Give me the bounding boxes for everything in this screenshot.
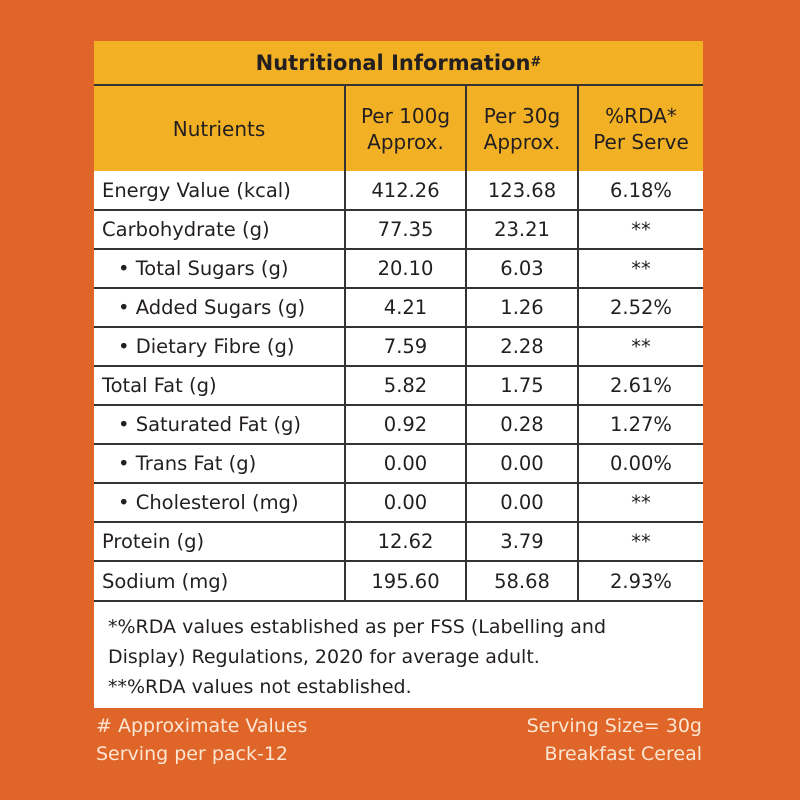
column-header-line: Approx.	[367, 129, 444, 154]
footnote-not-established: **%RDA values not established.	[108, 676, 412, 698]
nutrient-name: • Saturated Fat (g)	[94, 404, 345, 444]
rda-value: **	[577, 521, 703, 561]
per-100g-value: 0.00	[344, 443, 466, 483]
table-row: Total Fat (g) 5.82 1.75 2.61%	[94, 365, 703, 405]
column-header: Nutrients	[94, 86, 345, 171]
rda-value: **	[577, 482, 703, 522]
nutrient-name: • Added Sugars (g)	[94, 287, 345, 327]
rda-value: 2.52%	[577, 287, 703, 327]
per-30g-value: 6.03	[465, 248, 578, 288]
table-row: • Dietary Fibre (g) 7.59 2.28 **	[94, 326, 703, 366]
column-header-line: Per 30g	[483, 103, 561, 128]
per-30g-value: 23.21	[465, 209, 578, 249]
nutrition-table-card: Nutritional Information # Nutrients Per 10…	[94, 41, 703, 708]
column-header-line: %RDA*	[605, 103, 677, 128]
nutrition-table: Nutrients Per 100g Approx. Per 30g Approx. %R…	[94, 86, 703, 600]
nutrient-name: Energy Value (kcal)	[102, 178, 291, 202]
rda-value: **	[577, 209, 703, 249]
nutrient-name: Carbohydrate (g)	[94, 209, 345, 249]
rda-value: **	[577, 326, 703, 366]
nutrient-name: • Total Sugars (g)	[94, 248, 345, 288]
per-30g-value: 1.75	[465, 365, 578, 405]
per-100g-value: 4.21	[344, 287, 466, 327]
rda-value: 1.27%	[577, 404, 703, 444]
per-100g-value: 20.10	[344, 248, 466, 288]
per-100g-value: 195.60	[344, 560, 466, 600]
column-header: Per 30g Approx.	[465, 86, 578, 171]
nutrient-name: • Cholesterol (mg)	[94, 482, 345, 522]
table-row: Protein (g) 12.62 3.79 **	[94, 521, 703, 561]
nutrient-name: • Trans Fat (g)	[94, 443, 345, 483]
rda-value: 2.93%	[577, 560, 703, 600]
per-100g-value: 7.59	[344, 326, 466, 366]
per-30g-value: 123.68	[465, 171, 578, 210]
rda-value: 6.18%	[577, 171, 703, 210]
column-header: Per 100g Approx.	[344, 86, 466, 171]
nutrient-name: Sodium (mg)	[94, 560, 345, 600]
column-header-line: Per Serve	[593, 129, 689, 154]
per-100g-value: 12.62	[344, 521, 466, 561]
approx-values-note: # Approximate Values	[96, 715, 308, 737]
per-100g-value: 77.35	[344, 209, 466, 249]
table-row: • Added Sugars (g) 4.21 1.26 2.52%	[94, 287, 703, 327]
table-row: • Trans Fat (g) 0.00 0.00 0.00%	[94, 443, 703, 483]
per-30g-value: 0.00	[465, 482, 578, 522]
table-row: Energy Value (kcal) 412.26 123.68 6.18%	[94, 171, 703, 210]
per-30g-value: 2.28	[465, 326, 578, 366]
per-30g-value: 0.28	[465, 404, 578, 444]
serving-size: Serving Size= 30g	[526, 715, 702, 737]
title-text: Nutritional Information	[255, 50, 531, 75]
per-100g-value: 412.26	[344, 171, 466, 210]
rda-value: 2.61%	[577, 365, 703, 405]
rda-value: **	[577, 248, 703, 288]
column-header-line: Nutrients	[172, 116, 266, 141]
servings-per-pack: Serving per pack-12	[96, 743, 289, 765]
column-header-line: Per 100g	[360, 103, 451, 128]
footnotes: *%RDA values established as per FSS (Lab…	[94, 600, 703, 712]
per-30g-value: 1.26	[465, 287, 578, 327]
table-row: • Total Sugars (g) 20.10 6.03 **	[94, 248, 703, 288]
per-30g-value: 3.79	[465, 521, 578, 561]
per-30g-value: 0.00	[465, 443, 578, 483]
column-header-line: Approx.	[483, 129, 561, 154]
per-100g-value: 0.00	[344, 482, 466, 522]
table-row: • Saturated Fat (g) 0.92 0.28 1.27%	[94, 404, 703, 444]
per-100g-value: 5.82	[344, 365, 466, 405]
table-row: Sodium (mg) 195.60 58.68 2.93%	[94, 560, 703, 600]
table-title: Nutritional Information #	[94, 41, 703, 86]
footnote-rda: *%RDA values established as per FSS (Lab…	[108, 616, 607, 668]
table-row: • Cholesterol (mg) 0.00 0.00 **	[94, 482, 703, 522]
per-100g-value: 0.92	[344, 404, 466, 444]
per-30g-value: 58.68	[465, 560, 578, 600]
rda-value: 0.00%	[577, 443, 703, 483]
title-mark: #	[530, 55, 542, 70]
table-row: Carbohydrate (g) 77.35 23.21 **	[94, 209, 703, 249]
product-type: Breakfast Cereal	[544, 743, 702, 765]
column-header: %RDA* Per Serve	[577, 86, 703, 171]
nutrient-name: • Dietary Fibre (g)	[94, 326, 345, 366]
footer-left: # Approximate Values Serving per pack-12	[96, 712, 307, 768]
footer-right: Serving Size= 30g Breakfast Cereal	[527, 712, 702, 768]
nutrient-name: Protein (g)	[94, 521, 345, 561]
nutrient-name: Total Fat (g)	[94, 365, 345, 405]
